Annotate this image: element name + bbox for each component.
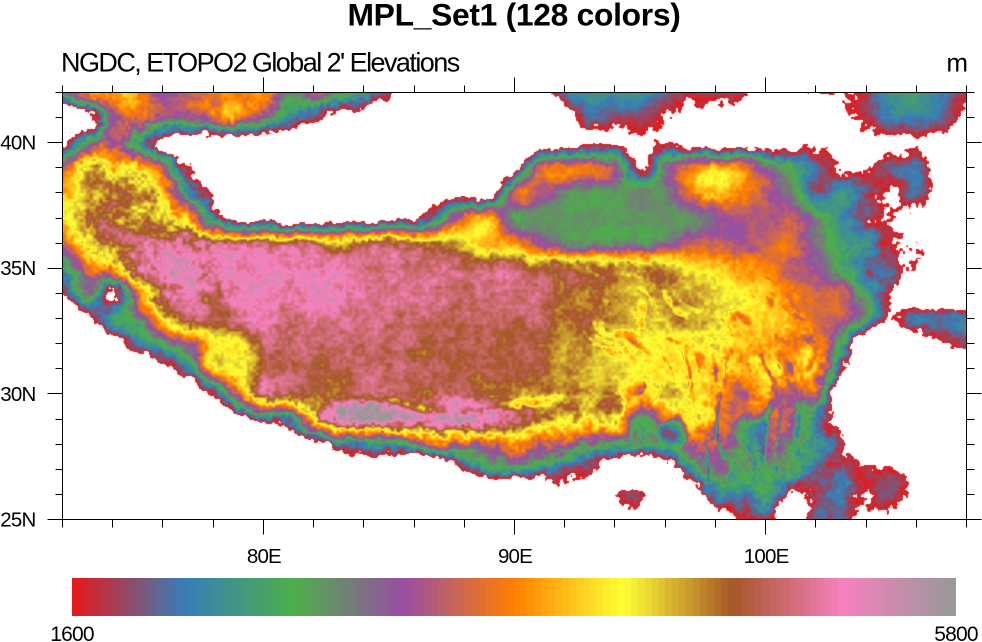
y-axis-label: 40N <box>0 132 35 155</box>
x-axis-label: 100E <box>744 545 789 568</box>
x-axis-label: 80E <box>247 545 281 568</box>
colorbar-min-label: 1600 <box>50 623 94 642</box>
x-axis-label: 90E <box>498 545 532 568</box>
y-axis-label: 35N <box>0 257 35 280</box>
units-label: m <box>946 48 968 78</box>
y-axis-label: 25N <box>0 508 35 531</box>
axes: 80E 90E 100E 40N 35N 30N 25N <box>0 77 982 568</box>
plot-subtitle: NGDC, ETOPO2 Global 2' Elevations <box>61 48 460 78</box>
colorbar-max-label: 5800 <box>934 623 978 642</box>
y-axis-label: 30N <box>0 383 35 406</box>
plot-title: MPL_Set1 (128 colors) <box>348 0 681 33</box>
colorbar <box>72 578 956 616</box>
plot-frame <box>62 92 967 520</box>
elevation-map <box>62 92 966 519</box>
